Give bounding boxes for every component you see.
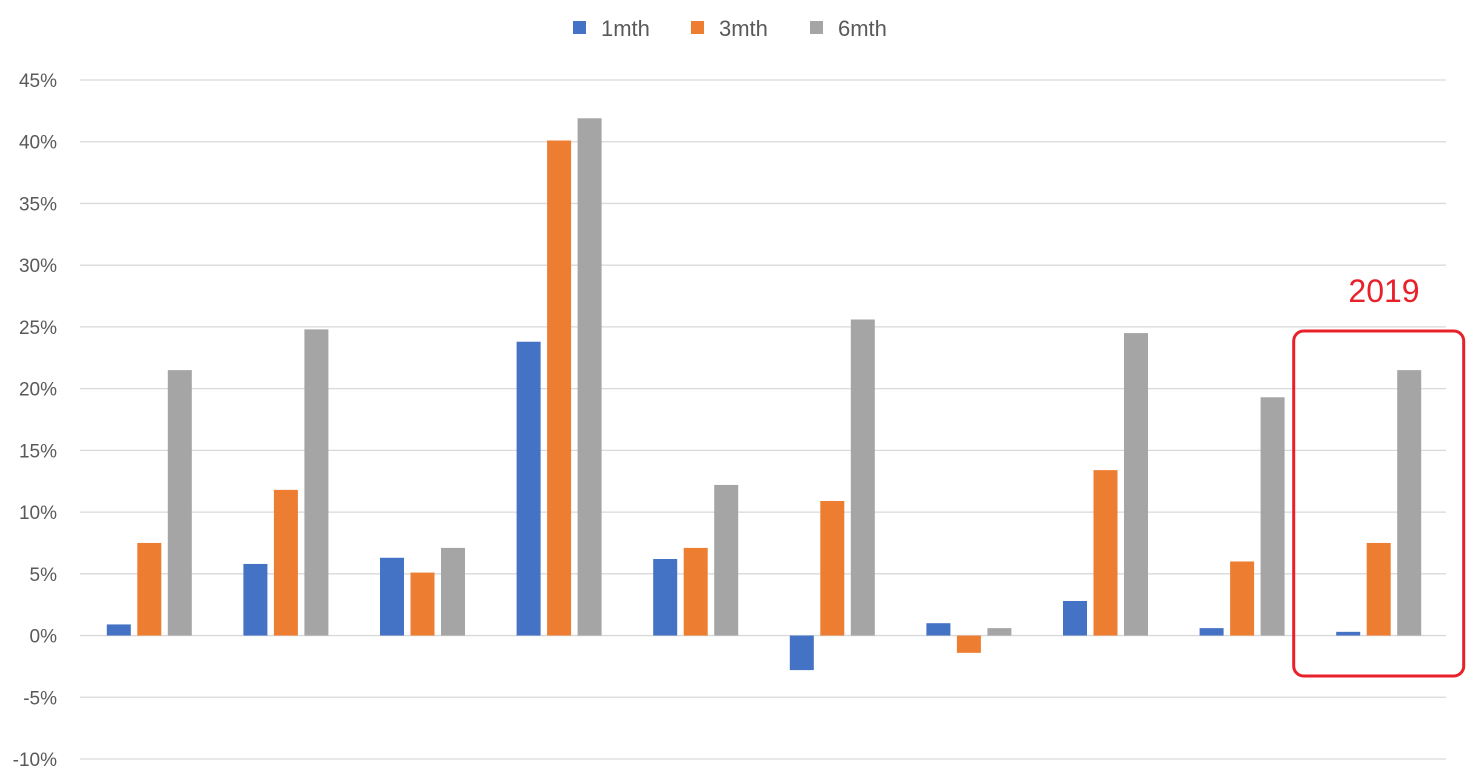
bars — [106, 118, 1422, 671]
bar-3mth — [273, 489, 298, 636]
y-tick-label: 15% — [19, 441, 57, 462]
bar-1mth — [1063, 600, 1087, 636]
bar-1mth — [653, 559, 678, 636]
bar-6mth — [441, 547, 465, 636]
bar-1mth — [1199, 628, 1224, 636]
legend-label: 1mth — [601, 16, 650, 41]
bar-3mth — [820, 500, 845, 636]
bar-3mth — [410, 572, 435, 636]
y-tick-label: 35% — [19, 194, 57, 215]
bar-1mth — [243, 563, 268, 636]
bar-1mth — [106, 624, 131, 636]
bar-6mth — [1260, 397, 1285, 636]
annotation: 2019 — [1292, 273, 1466, 678]
bar-6mth — [714, 484, 739, 636]
bar-6mth — [167, 370, 192, 636]
highlight-box — [1292, 329, 1466, 678]
bar-1mth — [380, 557, 404, 636]
chart-legend: 1mth 3mth 6mth — [573, 16, 887, 41]
bar-6mth — [1124, 333, 1148, 636]
y-tick-label: 45% — [19, 71, 57, 92]
bar-6mth — [850, 319, 875, 636]
y-axis: -10% -5% 0% 5% 10% 15% 20% 25% 30% 35% 40% 45% — [13, 71, 57, 771]
legend-swatch — [691, 21, 704, 34]
bar-1mth — [1336, 631, 1361, 636]
bar-3mth — [137, 542, 162, 636]
legend-swatch — [810, 21, 823, 34]
y-tick-label: 30% — [19, 256, 57, 277]
y-tick-label: 10% — [19, 503, 57, 524]
bar-6mth — [1397, 370, 1422, 636]
y-tick-label: 20% — [19, 380, 57, 401]
legend-label: 6mth — [838, 16, 887, 41]
annotation-label: 2019 — [1348, 273, 1419, 309]
bar-1mth — [789, 635, 814, 671]
bar-6mth — [304, 329, 329, 636]
y-tick-label: 40% — [19, 133, 57, 154]
bar-3mth — [1366, 542, 1391, 636]
bar-3mth — [683, 547, 708, 636]
y-tick-label: 0% — [30, 627, 58, 648]
y-tick-label: 25% — [19, 318, 57, 339]
y-tick-label: -5% — [23, 688, 57, 709]
bar-6mth — [577, 118, 602, 636]
bar-3mth — [1230, 561, 1255, 636]
gridlines — [80, 79, 1446, 760]
y-tick-label: -10% — [13, 750, 57, 771]
bar-1mth — [926, 623, 951, 636]
legend-swatch — [573, 21, 586, 34]
bar-1mth — [516, 341, 541, 636]
legend-label: 3mth — [719, 16, 768, 41]
y-tick-label: 5% — [30, 565, 58, 586]
bar-3mth — [1093, 470, 1118, 636]
bar-3mth — [547, 140, 572, 636]
bar-6mth — [987, 628, 1012, 636]
bar-3mth — [956, 635, 981, 653]
